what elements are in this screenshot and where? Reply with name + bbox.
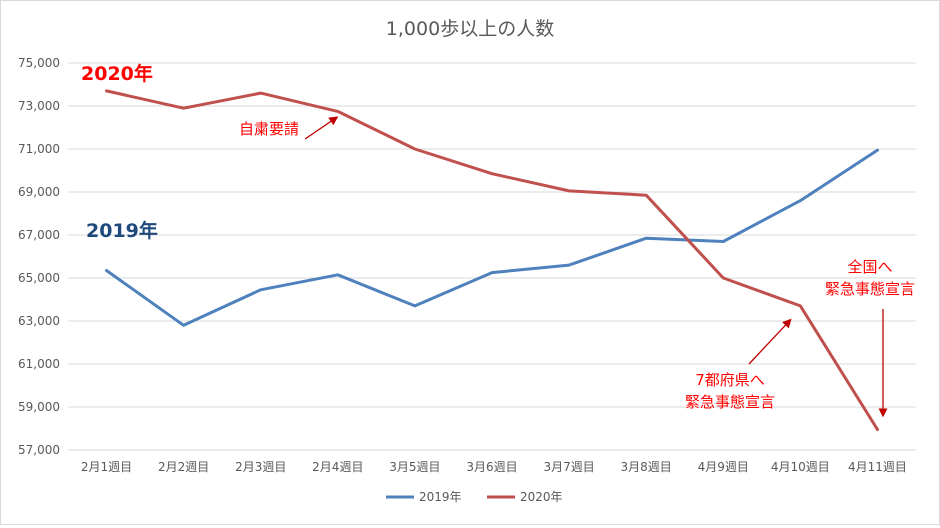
y-tick-label: 57,000 <box>18 443 60 457</box>
x-tick-label: 3月7週目 <box>543 460 594 474</box>
annotation-arrow <box>304 116 339 140</box>
y-tick-label: 71,000 <box>18 142 60 156</box>
y-tick-label: 61,000 <box>18 357 60 371</box>
series-tags: 2020年 2019年 <box>81 62 158 242</box>
y-tick-label: 59,000 <box>18 400 60 414</box>
series-lines <box>105 89 879 432</box>
x-tick-label: 2月3週目 <box>235 460 286 474</box>
y-tick-label: 63,000 <box>18 314 60 328</box>
series-tag-label: 2019年 <box>86 219 158 242</box>
x-tick-label: 3月5週目 <box>389 460 440 474</box>
x-tick-label: 2月2週目 <box>158 460 209 474</box>
x-tick-label: 2月4週目 <box>312 460 363 474</box>
x-tick-label: 3月6週目 <box>466 460 517 474</box>
x-tick-label: 4月9週目 <box>698 460 749 474</box>
y-tick-label: 73,000 <box>18 99 60 113</box>
y-tick-label: 75,000 <box>18 56 60 70</box>
y-tick-label: 69,000 <box>18 185 60 199</box>
legend-label: 2020年 <box>520 490 563 504</box>
series-line <box>105 148 879 327</box>
series-line <box>105 89 879 432</box>
y-axis-ticks: 57,000 59,000 61,000 63,000 65,000 67,000 69,0… <box>18 56 60 457</box>
legend-label: 2019年 <box>419 490 462 504</box>
legend: 2019年 2020年 <box>386 490 563 504</box>
x-axis-ticks: 2月1週目 2月2週目 2月3週目 2月4週目 3月5週目 3月6週目 3月7週目 3月8週目… <box>81 460 907 474</box>
chart-title: 1,000歩以上の人数 <box>386 18 554 40</box>
x-tick-label: 3月8週目 <box>621 460 672 474</box>
y-tick-label: 65,000 <box>18 271 60 285</box>
annotation-text: 緊急事態宣言 <box>685 393 775 411</box>
annotation-text: 自粛要請 <box>239 120 299 138</box>
x-tick-label: 4月11週目 <box>848 460 907 474</box>
x-tick-label: 2月1週目 <box>81 460 132 474</box>
annotation-arrow <box>748 318 792 365</box>
annotation-text: 7都府県へ <box>695 371 765 389</box>
x-tick-label: 4月10週目 <box>771 460 830 474</box>
series-tag-label: 2020年 <box>81 62 153 85</box>
annotation-text: 緊急事態宣言 <box>825 280 915 298</box>
y-tick-label: 67,000 <box>18 228 60 242</box>
gridlines <box>68 62 916 451</box>
annotation-text: 全国へ <box>847 258 892 276</box>
